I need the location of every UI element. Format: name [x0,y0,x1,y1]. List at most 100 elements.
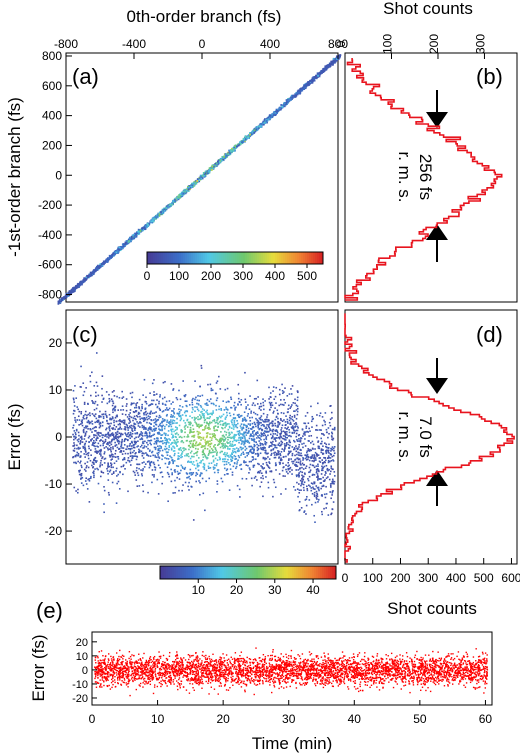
panel-c-point [241,427,244,430]
panel-a-point [70,289,73,292]
panel-c-point [316,429,319,431]
panel-c-point [99,410,101,413]
panel-c-point [299,462,302,464]
panel-c-point [294,410,296,413]
panel-c-point [264,457,266,459]
panel-a-point [217,159,220,162]
panel-c-point [136,463,138,466]
panel-c-point [207,444,210,447]
panel-a-point [264,121,267,124]
panel-c-point [95,451,98,453]
panel-c-point [207,423,210,425]
panel-c-point [244,449,247,451]
panel-c-point [229,440,232,443]
panel-c-point [200,367,203,369]
panel-c-point [145,432,148,435]
panel-a-colorbar-step [221,252,224,264]
panel-a-point [205,171,208,174]
panel-c-point [210,442,213,445]
panel-c-point [163,441,166,444]
panel-a-point [311,80,314,83]
panel-a-point [203,173,206,176]
panel-c-point [226,387,229,390]
panel-c-point [94,459,97,462]
panel-c-point [207,404,209,406]
panel-c-point [270,437,273,440]
panel-c-point [270,441,272,444]
panel-c-point [188,421,191,424]
panel-c-point [215,438,217,440]
panel-c-point [91,431,93,433]
panel-c-point [121,413,124,415]
panel-c-point [145,431,148,434]
panel-c-point [112,446,114,448]
panel-c-point [136,432,139,434]
panel-c-point [234,455,237,458]
panel-c-point [121,420,124,422]
panel-c-point [262,449,264,451]
panel-c-point [76,439,79,441]
panel-c-point [152,399,155,402]
panel-c-point [226,436,229,439]
panel-c-point [288,419,291,422]
panel-c-point [245,478,248,480]
panel-c-point [196,424,198,426]
panel-c-point [109,433,112,436]
panel-c-point [275,446,278,449]
panel-a-point [83,277,86,280]
panel-c-point [317,469,320,471]
panel-c-point [297,391,299,394]
panel-c-point [99,451,102,453]
panel-c-point [108,448,111,450]
panel-c-point [202,436,205,439]
panel-c-point [85,387,87,389]
panel-c-point [76,444,78,447]
panel-c-point [73,461,75,464]
panel-a-point [274,112,277,114]
panel-c-point [256,379,259,382]
panel-c-point [272,495,274,498]
panel-a-point [161,211,163,214]
panel-c-point [300,454,303,457]
panel-c-point [165,407,168,409]
panel-c-point [324,423,327,426]
panel-a-point [78,286,80,288]
panel-c-point [257,425,260,427]
panel-a-point [204,175,207,178]
panel-c-point [277,451,280,454]
panel-c-point [201,408,204,410]
panel-c-point [231,450,234,452]
panel-c-point [148,466,151,469]
panel-c-point [93,476,95,479]
panel-c-point [219,441,221,444]
panel-c-point [79,441,82,443]
panel-c-point [101,456,104,458]
panel-c-point [321,416,324,418]
panel-c-point [97,431,100,434]
panel-c-point [128,425,131,428]
panel-c-point [295,429,298,432]
panel-c-point [184,428,186,430]
panel-c-point [84,432,87,435]
panel-c-point [122,396,125,398]
panel-c-point [211,451,213,454]
panel-c-point [171,421,173,423]
panel-c-point [110,443,113,446]
panel-a-point [244,138,247,141]
panel-a-point [320,72,323,75]
panel-c-point [322,476,324,479]
panel-a-point [141,227,144,229]
panel-c-point [231,440,234,443]
panel-c-point [231,445,233,447]
panel-c-point [322,433,324,435]
panel-c-point [89,380,92,383]
panel-a-point [245,136,247,139]
panel-c-point [123,419,126,422]
panel-c-point [157,456,160,458]
panel-a-point [262,120,265,123]
panel-c-point [290,393,293,395]
panel-c-point [142,457,145,459]
panel-c-point [296,390,299,392]
panel-e-xlabel: Time (min) [252,734,333,753]
panel-a-colorbar-step [281,252,284,264]
